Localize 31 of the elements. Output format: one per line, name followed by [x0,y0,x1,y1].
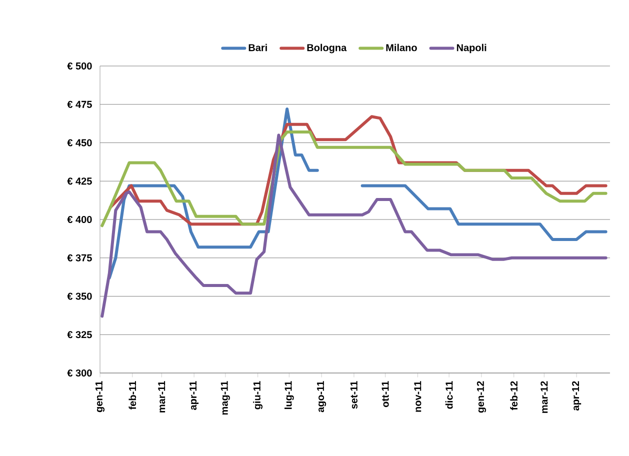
y-tick-label: € 450 [67,139,92,146]
x-tick-label: dic-11 [445,381,453,409]
y-tick-label: € 400 [67,216,92,224]
y-tick-label: € 325 [67,331,92,338]
x-tick-label: apr-11 [190,381,199,410]
y-tick-label: € 300 [67,369,92,377]
y-tick-label: € 350 [67,292,92,300]
y-tick-label: € 500 [67,62,92,70]
x-tick-label: feb-12 [510,381,518,410]
x-tick-label: mag-11 [220,381,230,415]
x-tick-label: ott-11 [382,381,389,408]
legend-label: Milano [386,44,417,52]
x-tick-label: nov-11 [414,381,422,412]
x-tick-label: apr-12 [572,381,582,411]
y-tick-label: € 425 [67,178,92,185]
x-tick-label: mar-12 [540,381,548,413]
y-tick-label: € 475 [67,100,92,108]
line-series [100,134,608,318]
legend-label: Bari [248,44,267,52]
legend-label: Bologna [307,44,347,54]
y-tick-label: € 375 [67,254,92,262]
x-tick-label: ago-11 [317,381,326,412]
x-tick-label: lug-11 [284,381,294,409]
x-tick-label: set-11 [350,381,358,409]
x-tick-label: mar-11 [158,381,166,412]
x-tick-label: gen-11 [96,381,104,412]
x-tick-label: gen-12 [476,381,486,413]
x-tick-label: feb-11 [128,381,136,410]
line-series [100,130,608,228]
x-tick-label: giu-11 [253,381,262,410]
legend-label: Napoli [456,44,486,54]
